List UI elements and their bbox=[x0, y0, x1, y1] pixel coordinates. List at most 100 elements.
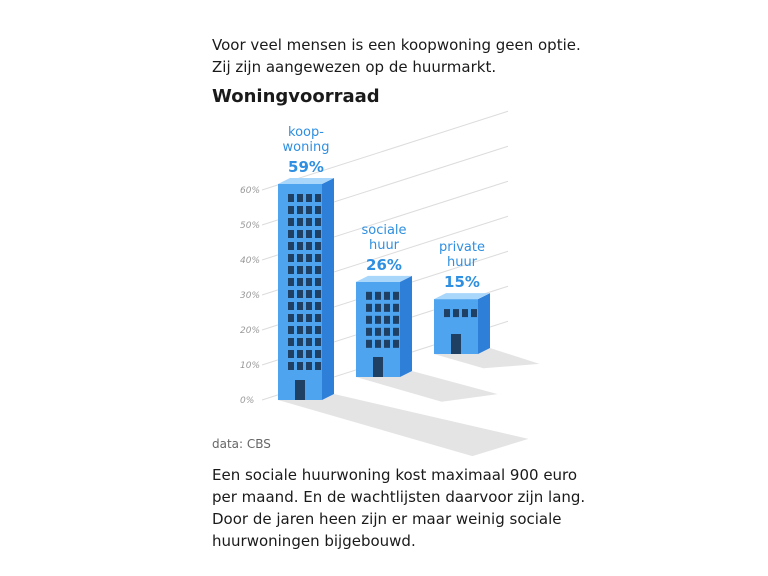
building-window bbox=[315, 314, 321, 322]
building-window bbox=[462, 309, 468, 318]
source-text: data: CBS bbox=[212, 437, 271, 451]
building-window bbox=[315, 206, 321, 214]
building-window bbox=[453, 309, 459, 318]
building-window bbox=[306, 206, 312, 214]
building-window bbox=[288, 338, 294, 346]
building-window bbox=[315, 278, 321, 286]
building-window bbox=[297, 338, 303, 346]
building-window bbox=[288, 314, 294, 322]
gridline bbox=[261, 110, 509, 191]
building-window bbox=[384, 315, 390, 324]
building-window bbox=[375, 327, 381, 336]
bar-shadow bbox=[278, 394, 529, 457]
value-label: 15% bbox=[444, 273, 480, 291]
building-window bbox=[375, 339, 381, 348]
building-window bbox=[366, 327, 372, 336]
bar-side bbox=[400, 275, 412, 377]
category-label: koop-woning bbox=[283, 125, 330, 155]
bar-side bbox=[322, 178, 334, 400]
building-window bbox=[384, 339, 390, 348]
building-window bbox=[384, 303, 390, 312]
building-window bbox=[315, 266, 321, 274]
building-window bbox=[288, 254, 294, 262]
building-window bbox=[306, 230, 312, 238]
building-window bbox=[306, 362, 312, 370]
building-window bbox=[315, 218, 321, 226]
building-window bbox=[384, 291, 390, 300]
building-window bbox=[306, 278, 312, 286]
outro-text: Een sociale huurwoning kost maximaal 900… bbox=[212, 466, 586, 550]
building-window bbox=[375, 303, 381, 312]
building-window bbox=[375, 291, 381, 300]
building-window bbox=[306, 350, 312, 358]
building-window bbox=[315, 326, 321, 334]
building-window bbox=[375, 315, 381, 324]
building-window bbox=[297, 302, 303, 310]
building-window bbox=[315, 302, 321, 310]
building-window bbox=[297, 290, 303, 298]
building-window bbox=[297, 254, 303, 262]
y-tick-label: 0% bbox=[240, 396, 254, 406]
building-window bbox=[297, 194, 303, 202]
building-window bbox=[315, 290, 321, 298]
building-window bbox=[393, 303, 399, 312]
building-window bbox=[306, 290, 312, 298]
building-window bbox=[393, 327, 399, 336]
building-window bbox=[288, 326, 294, 334]
y-tick-label: 20% bbox=[240, 326, 260, 336]
building-window bbox=[384, 327, 390, 336]
building-window bbox=[306, 326, 312, 334]
building-window bbox=[288, 218, 294, 226]
building-window bbox=[306, 194, 312, 202]
building-door bbox=[295, 380, 305, 400]
building-window bbox=[393, 291, 399, 300]
building-window bbox=[288, 230, 294, 238]
building-window bbox=[315, 254, 321, 262]
building-window bbox=[297, 266, 303, 274]
building-window bbox=[366, 315, 372, 324]
category-label: private huur bbox=[439, 240, 485, 270]
building-door bbox=[373, 357, 383, 377]
building-window bbox=[306, 242, 312, 250]
building-window bbox=[288, 290, 294, 298]
building-window bbox=[288, 206, 294, 214]
building-window bbox=[315, 230, 321, 238]
building-window bbox=[315, 350, 321, 358]
building-window bbox=[288, 302, 294, 310]
building-window bbox=[288, 194, 294, 202]
bar-side bbox=[478, 293, 490, 354]
building-window bbox=[315, 362, 321, 370]
building-window bbox=[315, 338, 321, 346]
building-window bbox=[366, 303, 372, 312]
bar-top bbox=[356, 275, 412, 282]
building-window bbox=[306, 338, 312, 346]
building-window bbox=[393, 339, 399, 348]
building-window bbox=[306, 302, 312, 310]
building-window bbox=[306, 218, 312, 226]
building-window bbox=[366, 339, 372, 348]
building-window bbox=[297, 326, 303, 334]
category-label: sociale huur bbox=[361, 223, 406, 253]
building-window bbox=[297, 230, 303, 238]
bar-top bbox=[278, 178, 334, 184]
building-window bbox=[288, 362, 294, 370]
building-window bbox=[315, 194, 321, 202]
bar-top bbox=[434, 293, 490, 300]
building-door bbox=[451, 334, 461, 354]
y-tick-label: 50% bbox=[240, 221, 260, 231]
y-tick-label: 30% bbox=[240, 291, 260, 301]
value-label: 26% bbox=[366, 256, 402, 274]
building-window bbox=[288, 242, 294, 250]
building-window bbox=[288, 278, 294, 286]
building-window bbox=[297, 278, 303, 286]
building-window bbox=[444, 309, 450, 318]
building-window bbox=[315, 242, 321, 250]
building-window bbox=[306, 314, 312, 322]
bar-shadow bbox=[356, 371, 498, 402]
y-tick-label: 10% bbox=[240, 361, 260, 371]
building-window bbox=[366, 291, 372, 300]
chart-title: Woningvoorraad bbox=[212, 86, 380, 107]
building-window bbox=[297, 350, 303, 358]
building-window bbox=[288, 266, 294, 274]
